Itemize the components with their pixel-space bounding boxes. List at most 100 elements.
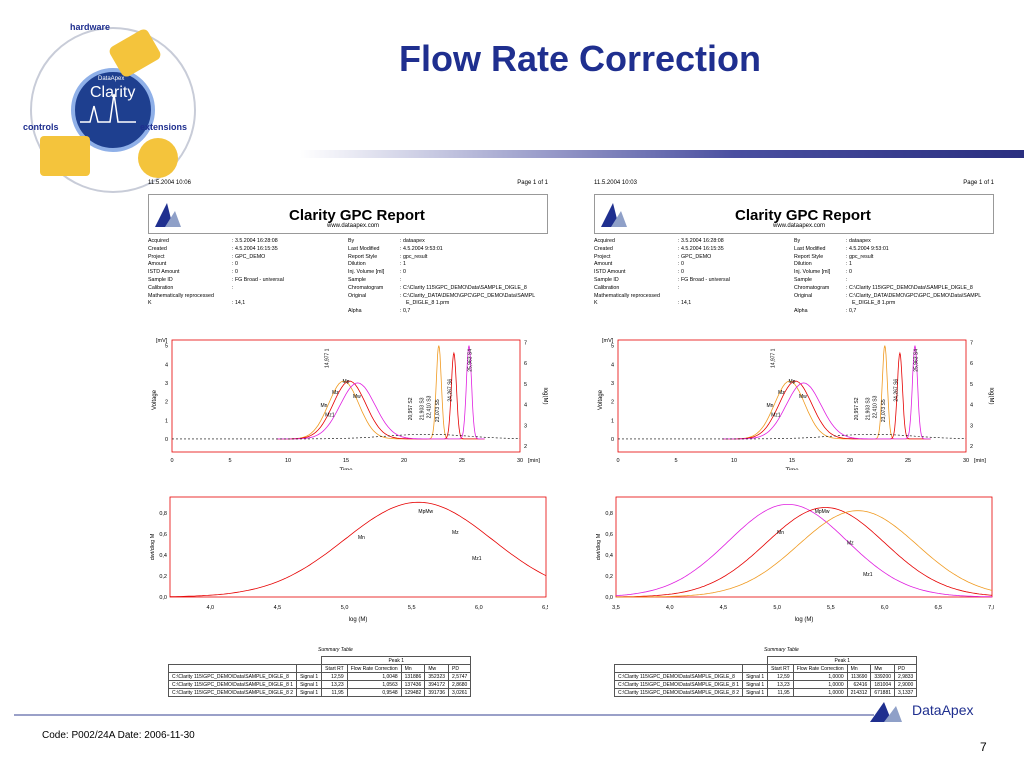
clarity-logo: hardware controls extensions DataApex Cl… — [18, 18, 208, 193]
meta-value: : FG Broad - universal — [678, 277, 730, 283]
chrom-peak-curve — [276, 382, 428, 440]
meta-label: Calibration — [594, 284, 620, 291]
chrom-y2-tick: 6 — [970, 361, 973, 367]
meta-value: : 0 — [846, 269, 852, 276]
chrom-x-tick: 10 — [285, 458, 291, 464]
chrom-y2-tick: 3 — [970, 423, 973, 429]
meta-label: Report Style — [348, 253, 378, 260]
chrom-y-tick: 0 — [611, 437, 614, 443]
summary-cell: Signal 1 — [296, 672, 323, 681]
dist-ylabel: dwt/dlog M — [596, 533, 602, 560]
meta-value: : C:\Clarity 115\GPC_DEMO\Data\SAMPLE_DI… — [846, 284, 973, 291]
dist-curve — [169, 501, 547, 598]
report-header-box: Clarity GPC Report www.dataapex.com — [594, 194, 994, 234]
meta-label: Dilution — [794, 261, 812, 268]
dist-x-tick: 5,0 — [341, 605, 349, 611]
chrom-x-tick: 15 — [343, 458, 349, 464]
table-row: C:\Clarity 115\GPC_DEMO\Data\SAMPLE_DIGL… — [613, 680, 918, 689]
dist-x-tick: 3,5 — [612, 605, 620, 611]
dist-y-tick: 0,2 — [159, 574, 167, 580]
meta-label: Project — [594, 253, 611, 260]
meta-value: : 4.5.2004 9:53:01 — [846, 245, 889, 252]
meta-value: : dataapex — [846, 238, 871, 244]
meta-label: Acquired — [594, 238, 615, 244]
meta-label: Mathematically reprocessed — [148, 292, 214, 299]
summary-header: PD — [448, 664, 472, 673]
chrom-y2label: log(M) — [542, 387, 548, 404]
chrom-peak-label: 22,410 S3 — [873, 395, 879, 418]
dist-y-tick: 0,0 — [159, 595, 167, 601]
chrom-y-tick: 5 — [611, 344, 614, 350]
dist-x-tick: 6,0 — [881, 605, 889, 611]
logo-extensions: extensions — [140, 122, 188, 132]
chrom-y-tick: 4 — [165, 362, 168, 368]
summary-cell: C:\Clarity 115\GPC_DEMO\Data\SAMPLE_DIGL… — [613, 680, 744, 689]
chrom-x-tick: 20 — [401, 458, 407, 464]
chrom-peak-label: Mw — [799, 394, 807, 400]
meta-value: : — [232, 284, 234, 291]
chrom-y2-tick: 4 — [524, 403, 527, 409]
meta-label: Chromatogram — [794, 284, 830, 291]
chrom-x-tick: 20 — [847, 458, 853, 464]
chrom-peak-curve — [722, 380, 874, 440]
summary-header: Mn — [846, 664, 872, 673]
report-title: Clarity GPC Report — [289, 207, 425, 224]
chrom-x-tick: 0 — [170, 458, 173, 464]
dist-x-tick: 4,0 — [206, 605, 214, 611]
meta-value: E_DIGLE_8 1.prm — [406, 300, 450, 307]
report-url: www.dataapex.com — [773, 223, 826, 229]
summary-header: Mw — [424, 664, 450, 673]
meta-label: K — [594, 300, 598, 307]
summary-header — [613, 664, 744, 673]
table-row: C:\Clarity 115\GPC_DEMO\Data\SAMPLE_DIGL… — [167, 680, 472, 689]
dist-label: Mn — [358, 535, 365, 541]
summary-header: Mn — [400, 664, 426, 673]
meta-label: Created — [594, 245, 613, 252]
meta-label: Last Modified — [348, 245, 380, 252]
chrom-peak-curve — [722, 380, 874, 440]
chrom-y-tick: 3 — [611, 381, 614, 387]
summary-cell: 11,95 — [321, 688, 348, 697]
summary-header: Flow Rate Correction — [792, 664, 848, 673]
meta-value: : 0 — [232, 269, 238, 276]
summary-cell: 129482 — [400, 688, 426, 697]
meta-value: : — [846, 277, 848, 283]
chrom-xlabel: Time — [785, 468, 799, 470]
distribution-chart: 3,5 4,0 4,5 5,0 5,5 6,0 6,5 7,0 0,0 0,2 0,4 0,6 0,8 d… — [596, 496, 994, 623]
dist-label: Mz — [452, 530, 459, 536]
chrom-xunit: [min] — [974, 458, 986, 464]
chrom-yunit: [mV] — [156, 338, 168, 344]
chrom-standard-peak — [415, 345, 485, 440]
summary-header — [296, 664, 323, 673]
chrom-peak-curve — [722, 382, 874, 440]
chrom-x-tick: 5 — [674, 458, 677, 464]
dist-x-tick: 7,0 — [988, 605, 994, 611]
chrom-peak-label: 23,073 S5 — [881, 399, 887, 422]
meta-label: Last Modified — [794, 245, 826, 252]
report-page: Page 1 of 1 — [517, 180, 548, 186]
meta-label: Sample ID — [148, 277, 173, 283]
chrom-y2-tick: 6 — [524, 361, 527, 367]
summary-cell: 113690 — [846, 672, 872, 681]
chrom-y-tick: 1 — [611, 418, 614, 424]
meta-label: Acquired — [148, 238, 169, 244]
dist-xlabel: log (M) — [795, 617, 814, 623]
chrom-peak-label: Mz — [778, 390, 785, 396]
summary-table: Peak 1 Start RT Flow Rate Correction Mn Mw PD… — [167, 656, 472, 697]
chrom-peak-label: Mw — [353, 394, 361, 400]
dist-x-tick: 6,5 — [934, 605, 942, 611]
meta-value: : 0 — [678, 269, 684, 276]
meta-label: Report Style — [794, 253, 824, 260]
summary-header: Start RT — [767, 664, 794, 673]
chrom-x-tick: 25 — [459, 458, 465, 464]
dist-y-tick: 0,6 — [605, 532, 613, 538]
chrom-peak-label: 20,957 S2 — [408, 397, 414, 420]
logo-brand: Clarity — [90, 84, 136, 101]
logo-hardware: hardware — [70, 22, 111, 32]
meta-value: : 4.5.2004 16:15:35 — [232, 245, 278, 252]
chrom-y-tick: 5 — [165, 344, 168, 350]
meta-value: : 3.5.2004 16:28:08 — [678, 238, 724, 244]
summary-caption: Summary Table — [318, 647, 353, 653]
dist-curve — [615, 504, 993, 598]
summary-cell: C:\Clarity 115\GPC_DEMO\Data\SAMPLE_DIGL… — [613, 688, 744, 697]
